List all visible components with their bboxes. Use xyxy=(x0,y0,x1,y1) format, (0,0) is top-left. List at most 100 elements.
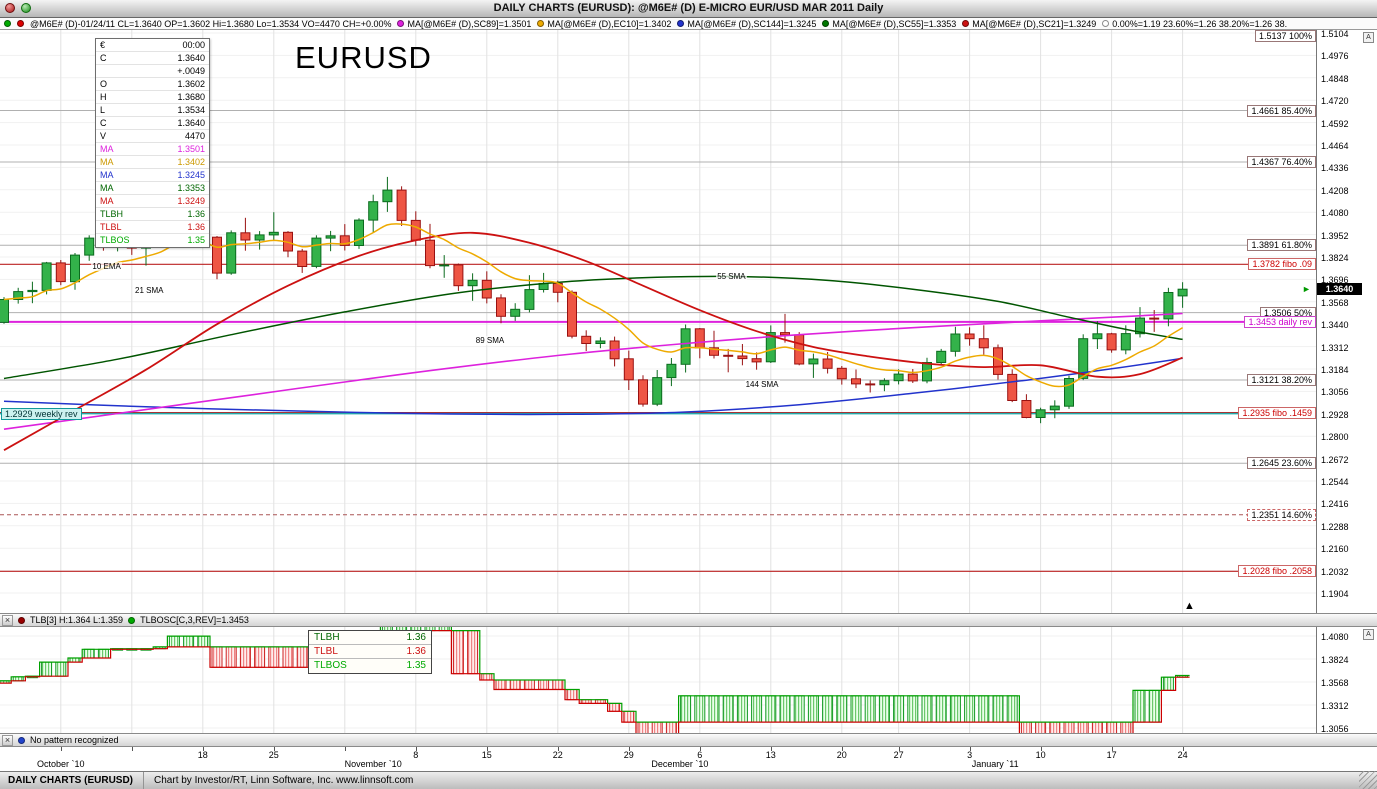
pattern-close-button[interactable]: × xyxy=(2,734,13,746)
tlb-legend-row: TLBL 1.36 xyxy=(309,645,431,659)
indicator-chip-label: MA[@M6E# (D),EC10]=1.3402 xyxy=(547,18,672,29)
time-axis-tick-mark xyxy=(486,747,488,751)
tlb-chart-panel: TLBH 1.36 TLBL 1.36 TLBOS 1.35 1.4080 1.3824 1.… xyxy=(0,627,1377,734)
indicator-chip[interactable]: MA[@M6E# (D),SC144]=1.3245 xyxy=(677,19,816,29)
price-axis-tick: 1.2544 xyxy=(1321,477,1349,487)
indicator-chip[interactable]: MA[@M6E# (D),SC21]=1.3249 xyxy=(962,19,1096,29)
time-axis-day-label: 13 xyxy=(765,750,776,760)
time-axis-day-label: 22 xyxy=(552,750,563,760)
window-title: DAILY CHARTS (EURUSD): @M6E# (D) E-MICRO… xyxy=(493,2,884,14)
tlb-axis[interactable]: 1.4080 1.3824 1.3568 1.3312 1.3056 xyxy=(1316,627,1377,734)
time-axis-tick-mark xyxy=(202,747,204,751)
data-window-row: TLBL 1.36 xyxy=(96,221,209,234)
price-level-label[interactable]: 1.5137 100% xyxy=(1254,30,1316,42)
indicator-chip[interactable]: 0.00%=1.19 23.60%=1.26 38.20%=1.26 38. xyxy=(1102,19,1287,29)
indicator-chip[interactable]: MA[@M6E# (D),SC55]=1.3353 xyxy=(822,19,956,29)
current-bar-marker: ▲ xyxy=(1184,600,1195,612)
tlb-indicator-label[interactable]: TLB[3] H:1.364 L:1.359 xyxy=(30,615,124,625)
time-axis-month-label: November `10 xyxy=(344,759,402,769)
price-axis-tick: 1.5104 xyxy=(1321,29,1349,39)
indicator-color-icon xyxy=(962,20,970,27)
indicator-color-icon xyxy=(677,20,685,27)
price-level-label[interactable]: 1.2351 14.60% xyxy=(1247,508,1316,521)
data-window-row: MA 1.3245 xyxy=(96,169,209,182)
ma-line-label: 21 SMA xyxy=(134,286,165,296)
tlb-legend[interactable]: TLBH 1.36 TLBL 1.36 TLBOS 1.35 xyxy=(308,630,432,674)
price-chart-canvas[interactable] xyxy=(0,30,1316,613)
time-axis-day-label: 10 xyxy=(1035,750,1046,760)
indicator-chip-label: MA[@M6E# (D),SC55]=1.3353 xyxy=(832,18,957,29)
price-level-label[interactable]: 1.3891 61.80% xyxy=(1247,239,1316,252)
indicator-color-icon xyxy=(537,20,545,27)
price-axis-tick: 1.2800 xyxy=(1321,432,1349,443)
price-axis-tick: 1.4976 xyxy=(1321,51,1349,62)
ma-line-label: 89 SMA xyxy=(474,335,506,345)
pattern-panel-header: × No pattern recognized xyxy=(0,733,1377,747)
ma-line-label: 55 SMA xyxy=(716,271,747,281)
price-axis-tick: 1.3312 xyxy=(1321,342,1349,353)
time-axis-tick-mark xyxy=(969,747,971,751)
time-axis-day-label: 20 xyxy=(836,750,847,760)
price-level-label[interactable]: 1.4367 76.40% xyxy=(1247,155,1316,168)
instrument-watermark: EURUSD xyxy=(295,40,432,75)
indicator-color-icon xyxy=(822,20,830,27)
data-window-row: TLBOS 1.35 xyxy=(100,235,205,245)
quote-summary[interactable]: @M6E# (D)-01/24/11 CL=1.3640 OP=1.3602 H… xyxy=(30,18,392,29)
price-level-label[interactable]: 1.3506 50% xyxy=(1259,306,1316,319)
time-axis-month-label: December `10 xyxy=(651,759,709,769)
data-window-row: €00:00 xyxy=(96,39,209,52)
resize-grip[interactable] xyxy=(1359,771,1377,789)
time-axis-day-label: 18 xyxy=(197,750,208,760)
price-axis[interactable]: 1.5104 1.4976 1.4848 1.4720 1.4592 1.4464 1.43… xyxy=(1316,29,1377,613)
price-axis-tick: 1.4464 xyxy=(1321,141,1349,151)
data-window-row: MA 1.3249 xyxy=(96,195,209,208)
time-axis[interactable]: October `10 18 25 November `10 8 15 22 29 Decemb… xyxy=(0,747,1377,771)
tlbosc-indicator-label[interactable]: TLBOSC[C,3,REV]=1.3453 xyxy=(140,615,249,625)
price-level-label[interactable]: 1.2028 fibo .2058 xyxy=(1238,565,1316,578)
time-axis-day-label: 25 xyxy=(268,750,279,760)
price-axis-tick: 1.2032 xyxy=(1321,566,1349,577)
window-zoom-button[interactable] xyxy=(21,3,31,13)
data-window[interactable]: €00:00 C 1.3640 +.0049 O 1.3602 H 1.3680 L 1.3534… xyxy=(95,38,210,248)
indicator-chip-label: MA[@M6E# (D),SC89]=1.3501 xyxy=(407,18,532,29)
price-axis-tick: 1.4336 xyxy=(1321,163,1349,174)
statusbar-divider xyxy=(143,772,145,789)
price-level-label[interactable]: 1.2645 23.60% xyxy=(1247,457,1316,470)
tlb-axis-tick: 1.4080 xyxy=(1321,632,1349,642)
indicator-chip[interactable]: MA[@M6E# (D),SC89]=1.3501 xyxy=(397,19,531,29)
time-axis-tick-mark xyxy=(273,747,275,751)
indicator-chip-label: 0.00%=1.19 23.60%=1.26 38.20%=1.26 38. xyxy=(1112,18,1288,29)
data-window-row: MA 1.3402 xyxy=(96,156,209,169)
indicator-bar: @M6E# (D)-01/24/11 CL=1.3640 OP=1.3602 H… xyxy=(0,18,1377,30)
tlb-chart-canvas[interactable] xyxy=(0,627,1316,733)
weekly-rev-label[interactable]: 1.2929 weekly rev xyxy=(1,407,82,420)
price-axis-tick: 1.2160 xyxy=(1321,544,1349,555)
time-axis-day-label: 3 xyxy=(967,750,973,760)
time-axis-tick-mark xyxy=(1040,747,1042,751)
time-axis-tick-mark xyxy=(770,747,772,751)
tlb-axis-scale-button[interactable]: A xyxy=(1363,629,1374,640)
time-axis-day-label: 29 xyxy=(623,750,634,760)
data-window-row: O 1.3602 xyxy=(96,78,209,91)
price-level-label[interactable]: 1.2935 fibo .1459 xyxy=(1238,406,1316,419)
tlb-close-button[interactable]: × xyxy=(2,614,13,626)
time-axis-day-label: 27 xyxy=(893,750,904,760)
data-window-row: MA 1.3353 xyxy=(96,182,209,195)
indicator-chip[interactable]: MA[@M6E# (D),EC10]=1.3402 xyxy=(537,19,671,29)
statusbar-chart-name: DAILY CHARTS (EURUSD) xyxy=(8,775,134,786)
data-window-row: C 1.3640 xyxy=(96,52,209,65)
price-level-label[interactable]: 1.3782 fibo .09 xyxy=(1248,258,1316,271)
indicator-color-icon xyxy=(1102,20,1110,27)
indicator-color-icon xyxy=(397,20,405,27)
price-axis-scale-button[interactable]: A xyxy=(1363,32,1374,43)
last-price-badge: 1.3640 xyxy=(1317,283,1362,296)
price-axis-tick: 1.3824 xyxy=(1321,253,1349,263)
price-level-label[interactable]: 1.3453 daily rev xyxy=(1244,315,1316,328)
window-close-button[interactable] xyxy=(5,3,15,13)
price-level-label[interactable]: 1.3121 38.20% xyxy=(1247,374,1316,387)
tlb-legend-row: TLBOS 1.35 xyxy=(314,660,426,671)
time-axis-tick-mark xyxy=(898,747,900,751)
price-level-label[interactable]: 1.4661 85.40% xyxy=(1247,104,1316,117)
time-axis-month-label: January `11 xyxy=(971,759,1019,769)
ma-line-label: 144 SMA xyxy=(744,380,780,390)
